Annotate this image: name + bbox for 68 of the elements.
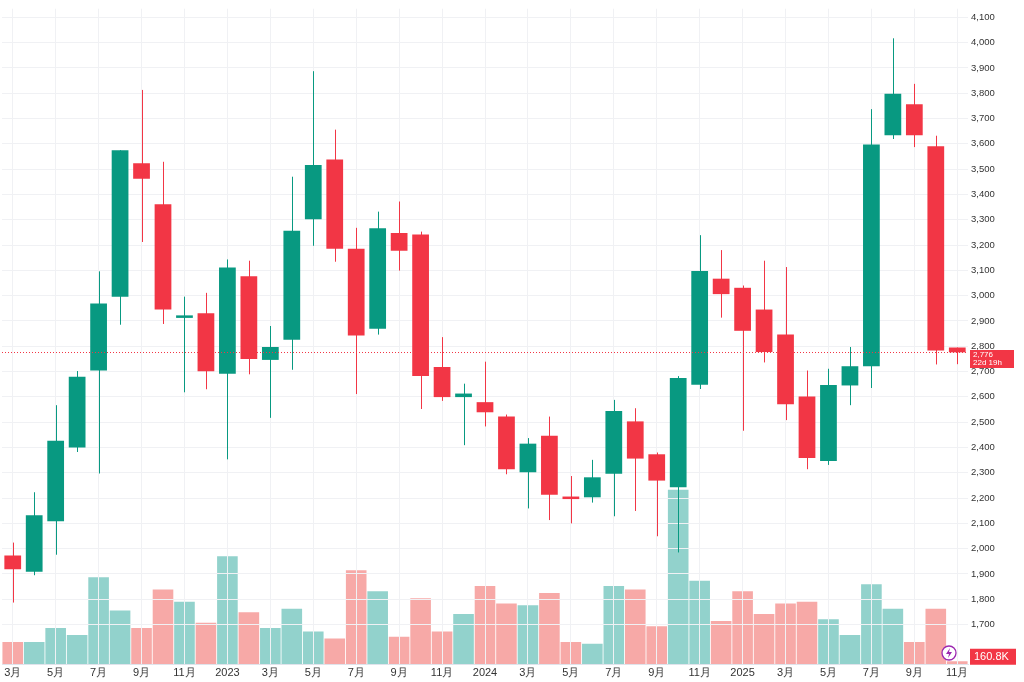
y-tick-label: 1,900 [971,567,995,579]
bar [217,556,238,665]
x-tick-label: 7月 [605,666,623,679]
y-tick-label: 2,300 [971,466,995,478]
y-tick-label: 2,000 [971,542,995,554]
bar [367,591,388,665]
candlestick [841,346,859,406]
y-tick-label: 3,200 [971,238,995,250]
y-tick-label: 4,000 [971,36,995,48]
candlestick [583,459,601,504]
candlestick [261,325,279,419]
x-tick-label: 9月 [905,666,923,679]
y-tick-label: 2,200 [971,491,995,503]
bar [517,605,539,665]
text: 160.8K [974,649,1010,662]
bar [238,612,260,665]
y-tick-label: 3,900 [971,61,995,73]
x-tick-label: 3月 [261,666,279,679]
x-tick-label: 2024 [472,666,498,679]
y-tick-label: 3,700 [971,112,995,124]
bar [195,622,217,665]
x-tick-label: 3月 [4,666,22,679]
y-tick-label: 1,700 [971,618,995,630]
x-tick-label: 11月 [946,666,969,679]
x-tick-label: 2025 [730,666,755,679]
x-tick-label: 9月 [390,666,408,679]
y-tick-label: 3,000 [971,289,995,301]
x-tick-label: 11月 [688,666,711,679]
bar [453,614,474,665]
y-tick-label: 3,500 [971,162,995,174]
y-tick-label: 4,100 [971,10,995,22]
candlestick [4,542,22,604]
x-tick-label: 9月 [132,666,151,679]
x-tick-label: 11月 [173,666,196,679]
x-tick-label: 5月 [819,666,838,679]
x-tick-label: 7月 [90,666,108,679]
x-tick-label: 7月 [347,666,365,679]
text: 22d 19h [973,358,1002,368]
y-tick-label: 3,100 [971,263,995,275]
x-tick-label: 3月 [776,666,795,679]
y-tick-label: 3,400 [971,188,995,200]
y-tick-label: 2,700 [971,365,995,377]
y-tick-label: 2,400 [971,441,995,453]
x-tick-label: 9月 [648,666,666,679]
x-tick-label: 2023 [215,666,240,679]
x-tick-label: 3月 [519,666,537,679]
x-tick-label: 5月 [562,666,580,679]
y-tick-label: 2,600 [971,390,995,402]
y-tick-label: 3,300 [971,213,995,225]
y-tick-label: 2,500 [971,415,995,427]
ref-line-label: 2,776 [973,349,994,359]
x-tick-label: 5月 [47,666,65,679]
y-tick-label: 3,800 [971,86,995,98]
candlestick [476,361,494,427]
y-tick-label: 2,100 [971,516,995,528]
candlestick [712,249,730,319]
bar [2,642,24,665]
candlestick [133,89,150,243]
y-tick-label: 3,600 [971,137,995,149]
x-tick-label: 7月 [862,666,880,679]
x-tick-label: 5月 [304,666,322,679]
candlestick [176,296,193,393]
candlestick [390,201,408,272]
bar [174,601,195,665]
y-tick-label: 1,800 [971,592,995,604]
y-tick-label: 2,900 [971,314,995,326]
x-tick-label: 11月 [430,666,454,679]
y-tick-label: 2,800 [971,339,995,351]
